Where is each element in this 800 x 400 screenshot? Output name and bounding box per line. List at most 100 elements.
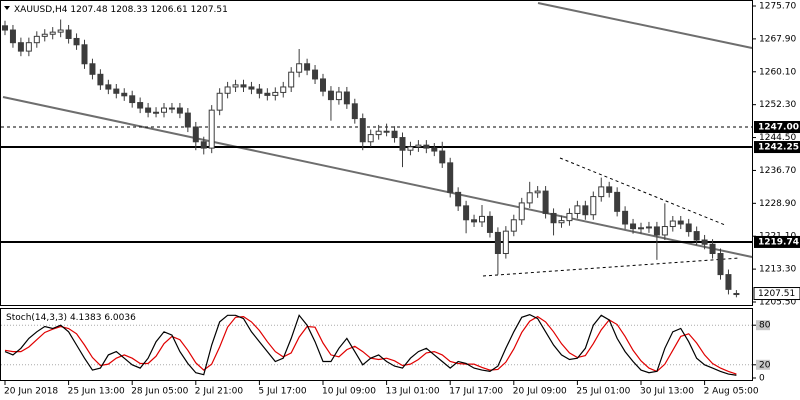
candle-body xyxy=(184,112,191,128)
candle-body xyxy=(415,144,422,148)
candle-body xyxy=(725,274,732,290)
trendlines xyxy=(2,2,753,277)
menu-arrow[interactable] xyxy=(4,6,10,10)
y-tick-label: 1213.30 xyxy=(759,265,796,275)
x-tick-label: 25 Jun 13:00 xyxy=(68,387,125,397)
indicator-line xyxy=(4,313,737,376)
y-tick-label: 80 xyxy=(759,321,771,331)
candle-body xyxy=(81,44,88,65)
chart-header: XAUUSD,H4 1207.48 1208.33 1206.61 1207.5… xyxy=(14,5,228,15)
price-label-box xyxy=(753,287,800,301)
candle-body xyxy=(439,150,446,164)
candle-body xyxy=(327,90,334,101)
candle-body xyxy=(343,91,350,105)
candle-body xyxy=(272,91,279,96)
x-tick-label: 30 Jul 13:00 xyxy=(640,387,694,397)
candle-body xyxy=(582,205,589,216)
x-tick-label: 2 Jul 21:00 xyxy=(195,387,244,397)
candle-body xyxy=(614,191,621,212)
ohlc-value: 1207.51 xyxy=(191,5,228,15)
candle-body xyxy=(256,88,263,94)
candle-body xyxy=(97,73,104,86)
candle-body xyxy=(677,220,684,225)
candle-body xyxy=(447,162,454,193)
candle-body xyxy=(709,243,716,255)
candle-body xyxy=(598,186,605,198)
candle-body xyxy=(2,25,8,31)
candle-body xyxy=(121,92,128,97)
candle-body xyxy=(367,134,374,143)
candle-body xyxy=(129,95,136,104)
candle-body xyxy=(73,37,80,46)
y-tick-label: 20 xyxy=(759,360,771,370)
candle-body xyxy=(526,192,533,204)
candle-body xyxy=(359,118,366,143)
candle-body xyxy=(558,220,565,224)
candle-body xyxy=(240,84,247,88)
y-tick-label: 1267.90 xyxy=(759,34,796,44)
candle-body xyxy=(391,130,398,139)
candle-body xyxy=(137,102,144,109)
y-tick-label: 1275.70 xyxy=(759,2,796,12)
indicator-value: 4.1383 xyxy=(70,313,102,323)
x-tick-label: 20 Jun 2018 xyxy=(4,387,58,397)
candle-body xyxy=(455,191,462,207)
candle-body xyxy=(471,219,478,223)
candle-body xyxy=(145,107,152,113)
candle-body xyxy=(248,86,255,90)
y-tick-label: 1244.50 xyxy=(759,133,796,143)
y-tick-label: 1228.90 xyxy=(759,199,796,209)
candle-body xyxy=(431,147,438,152)
level-label-box xyxy=(754,121,800,134)
candle-body xyxy=(606,186,613,193)
candle-body xyxy=(208,109,215,149)
y-tick-label: 0 xyxy=(759,374,765,384)
candle-body xyxy=(566,212,573,222)
level-label-box xyxy=(754,235,800,248)
x-tick-label: 25 Jul 01:00 xyxy=(576,387,630,397)
candle-body xyxy=(701,239,708,245)
candle-body xyxy=(25,42,32,52)
x-tick-label: 13 Jul 01:00 xyxy=(386,387,440,397)
candle-body xyxy=(224,86,231,94)
candle-body xyxy=(335,91,342,101)
trendline xyxy=(482,257,741,277)
candle-body xyxy=(296,63,303,73)
candle-body xyxy=(57,29,64,33)
candle-body xyxy=(630,223,637,230)
level-label-box xyxy=(754,141,800,154)
candle-body xyxy=(463,205,470,221)
candle-body xyxy=(232,84,239,88)
candle-body xyxy=(638,227,644,230)
y-tick-label: 1236.70 xyxy=(759,166,796,176)
candle-body xyxy=(153,111,160,114)
indicator-title: Stoch(14,3,3) xyxy=(6,313,67,323)
candle-body xyxy=(645,226,652,229)
candle-body xyxy=(479,215,485,223)
candle-body xyxy=(49,31,56,35)
x-tick-label: 10 Jul 09:00 xyxy=(322,387,376,397)
candle-body xyxy=(264,92,271,96)
candle-body xyxy=(320,78,326,92)
level-label: 1247.00 xyxy=(758,123,799,133)
x-tick-label: 17 Jul 17:00 xyxy=(449,387,503,397)
candle-body xyxy=(494,231,501,255)
candle-body xyxy=(304,63,311,71)
ohlc-value: 1206.61 xyxy=(151,5,188,15)
candle-body xyxy=(574,205,581,214)
candle-body xyxy=(502,230,509,255)
candle-body xyxy=(176,107,183,114)
candle-body xyxy=(383,130,390,133)
candle-body xyxy=(192,126,199,143)
candle-body xyxy=(518,202,525,221)
indicator-frame xyxy=(0,308,753,381)
candle-body xyxy=(661,226,668,236)
candle-body xyxy=(161,107,167,113)
candle-body xyxy=(399,137,406,151)
candle-body xyxy=(510,219,517,232)
indicator-header: Stoch(14,3,3) 4.1383 6.0036 xyxy=(6,313,136,323)
candle-body xyxy=(486,215,493,233)
candle-body xyxy=(168,107,175,110)
